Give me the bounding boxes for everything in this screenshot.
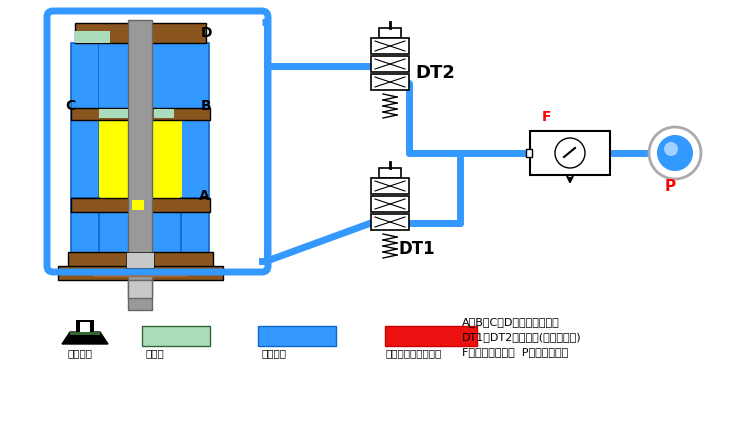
Text: 液压油: 液压油 — [146, 348, 165, 358]
Bar — [371, 178, 409, 194]
Text: C: C — [65, 99, 75, 113]
Bar — [80, 322, 90, 332]
Text: 排气状态: 排气状态 — [67, 348, 92, 358]
Bar — [371, 38, 409, 54]
Bar — [154, 109, 174, 118]
Text: 压缩空气: 压缩空气 — [262, 348, 287, 358]
Bar — [371, 56, 409, 72]
Bar — [71, 198, 210, 212]
Text: P: P — [664, 179, 675, 194]
Text: DT1、DT2为电磁阀(助力控制阀): DT1、DT2为电磁阀(助力控制阀) — [462, 332, 582, 342]
Bar — [75, 31, 110, 43]
Bar — [379, 168, 401, 178]
Bar — [132, 200, 144, 210]
Text: A、B、C、D为增压缸进气口: A、B、C、D为增压缸进气口 — [462, 317, 559, 327]
Text: D: D — [201, 26, 213, 40]
Bar — [379, 28, 401, 38]
Bar — [142, 326, 210, 346]
Bar — [371, 214, 409, 230]
Bar — [68, 252, 213, 268]
Bar — [181, 43, 209, 213]
Text: A: A — [199, 189, 210, 203]
Text: F为空气过滤装置  P为压缩空气源: F为空气过滤装置 P为压缩空气源 — [462, 347, 568, 357]
Bar — [371, 74, 409, 90]
Bar — [58, 266, 223, 280]
Bar — [181, 198, 209, 258]
Bar — [99, 109, 128, 118]
Bar — [99, 120, 182, 198]
Bar — [99, 212, 182, 252]
Bar — [258, 326, 336, 346]
Text: 液压油放压产生高压: 液压油放压产生高压 — [385, 348, 441, 358]
Bar — [71, 108, 210, 120]
Bar — [71, 198, 99, 258]
Bar — [126, 252, 154, 268]
Bar — [385, 326, 477, 346]
Bar — [76, 320, 94, 334]
Text: F: F — [542, 110, 551, 124]
Bar — [70, 332, 100, 335]
Bar — [71, 43, 99, 213]
Circle shape — [555, 138, 585, 168]
Text: DT1: DT1 — [398, 240, 435, 258]
Circle shape — [664, 142, 678, 156]
Text: DT2: DT2 — [415, 64, 455, 82]
Bar — [371, 196, 409, 212]
Bar — [526, 149, 532, 157]
Bar — [75, 23, 206, 43]
Bar — [128, 20, 152, 310]
Bar — [99, 43, 182, 111]
Bar — [93, 269, 188, 277]
Circle shape — [657, 135, 693, 171]
Circle shape — [649, 127, 701, 179]
Bar — [128, 280, 152, 298]
Text: B: B — [201, 99, 211, 113]
Polygon shape — [62, 332, 108, 344]
Bar — [530, 131, 610, 175]
